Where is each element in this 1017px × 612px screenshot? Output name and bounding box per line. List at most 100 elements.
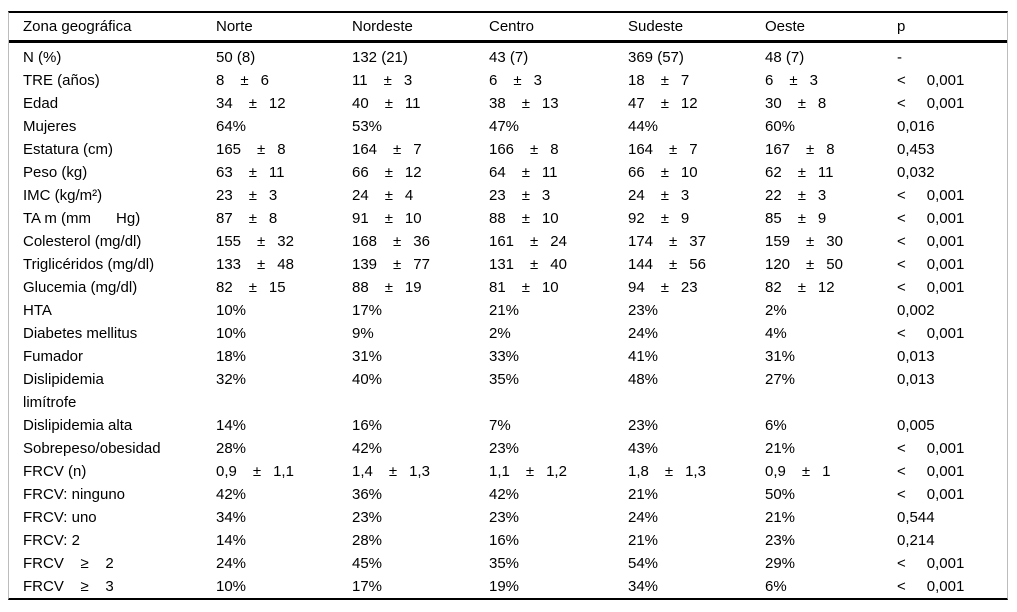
row-label: N (%) (23, 49, 62, 66)
table-row: Peso (kg) 63 ±11 66 ±12 64 ±11 66 ±10 62 ±11 0,032 (9, 161, 1007, 184)
plus-minus-symbol: ± (384, 187, 393, 204)
mean-value: 34 (216, 95, 233, 112)
table-row: Edad 34 ±12 40 ±11 38 ±13 47 ±12 30 ±8 <0,001 (9, 92, 1007, 115)
row-label: Estatura (cm) (23, 141, 114, 158)
sd-value: 15 (268, 279, 286, 296)
p-value-cell: <0,001 (897, 69, 1007, 92)
data-cell: 6 ±3 (489, 69, 628, 92)
sd-value: 23 (680, 279, 698, 296)
data-cell: 24% (628, 325, 659, 342)
p-value-cell: <0,001 (897, 92, 1007, 115)
data-cell: 91 ±10 (352, 207, 489, 230)
plus-minus-symbol: ± (513, 72, 522, 89)
data-cell: 31% (352, 348, 383, 365)
mean-value: 168 (352, 233, 378, 250)
mean-value: 120 (765, 256, 791, 273)
data-cell: 14% (216, 532, 247, 549)
data-cell: 29% (765, 555, 796, 572)
data-cell: 369 (57) (628, 49, 684, 66)
p-value-cell: 0,214 (897, 532, 935, 549)
mean-value: 144 (628, 256, 654, 273)
p-value-cell: <0,001 (897, 230, 1007, 253)
data-cell: 41% (628, 348, 659, 365)
sd-value: 12 (680, 95, 698, 112)
column-header-sudeste: Sudeste (628, 18, 684, 35)
data-cell: 131 ±40 (489, 253, 628, 276)
p-value-cell: <0,001 (897, 575, 1007, 598)
plus-minus-symbol: ± (384, 279, 393, 296)
less-than-symbol: < (897, 578, 906, 595)
plus-minus-symbol: ± (257, 233, 266, 250)
sd-value: 10 (404, 210, 422, 227)
data-cell: 28% (216, 440, 247, 457)
plus-minus-symbol: ± (393, 141, 402, 158)
mean-value: 164 (628, 141, 654, 158)
data-cell: 16% (489, 532, 520, 549)
mean-value: 91 (352, 210, 369, 227)
sd-value: 8 (550, 141, 559, 158)
table-row: FRCV ≥ 2 24% 45% 35% 54% 29% <0,001 (9, 552, 1007, 575)
plus-minus-symbol: ± (801, 463, 811, 480)
column-header-p: p (897, 18, 906, 35)
row-label: Dislipidemia limítrofe (23, 371, 104, 411)
table-row: Estatura (cm) 165 ±8 164 ±7 166 ±8 164 ±7 167 ±8 0,… (9, 138, 1007, 161)
data-cell: 23% (628, 417, 659, 434)
p-value-cell: - (897, 49, 902, 66)
plus-minus-symbol: ± (393, 233, 402, 250)
plus-minus-symbol: ± (384, 95, 393, 112)
mean-value: 139 (352, 256, 378, 273)
data-cell: 35% (489, 555, 520, 572)
mean-value: 133 (216, 256, 242, 273)
data-cell: 23% (489, 509, 520, 526)
plus-minus-symbol: ± (797, 164, 806, 181)
p-value: 0,001 (926, 233, 965, 250)
plus-minus-symbol: ± (669, 233, 678, 250)
plus-minus-symbol: ± (660, 72, 669, 89)
sd-value: 1,3 (409, 463, 430, 480)
column-header-nordeste: Nordeste (352, 18, 413, 35)
plus-minus-symbol: ± (252, 463, 262, 480)
mean-value: 81 (489, 279, 506, 296)
data-cell: 81 ±10 (489, 276, 628, 299)
data-cell: 43 (7) (489, 49, 529, 66)
p-value: 0,001 (926, 279, 965, 296)
data-cell: 133 ±48 (216, 253, 352, 276)
p-value: 0,001 (926, 95, 965, 112)
mean-value: 38 (489, 95, 506, 112)
data-cell: 21% (765, 509, 796, 526)
data-cell: 33% (489, 348, 520, 365)
table-row: Dislipidemia alta 14% 16% 7% 23% 6% 0,005 (9, 414, 1007, 437)
mean-value: 8 (216, 72, 225, 89)
sd-value: 56 (689, 256, 706, 273)
data-cell: 4% (765, 325, 787, 342)
plus-minus-symbol: ± (789, 72, 798, 89)
data-cell: 165 ±8 (216, 138, 352, 161)
table-row: HTA 10% 17% 21% 23% 2% 0,002 (9, 299, 1007, 322)
data-cell: 2% (765, 302, 787, 319)
less-than-symbol: < (897, 463, 906, 480)
plus-minus-symbol: ± (806, 233, 815, 250)
mean-value: 23 (489, 187, 506, 204)
sd-value: 8 (268, 210, 278, 227)
sd-value: 4 (404, 187, 414, 204)
sd-value: 9 (817, 210, 827, 227)
sd-value: 6 (260, 72, 269, 89)
mean-value: 165 (216, 141, 242, 158)
plus-minus-symbol: ± (525, 463, 535, 480)
p-value-cell: 0,005 (897, 417, 935, 434)
sd-value: 10 (541, 279, 559, 296)
data-cell: 18% (216, 348, 247, 365)
data-cell: 155 ±32 (216, 230, 352, 253)
p-value-cell: <0,001 (897, 460, 1007, 483)
data-cell: 82 ±12 (765, 276, 897, 299)
mean-value: 174 (628, 233, 654, 250)
data-cell: 168 ±36 (352, 230, 489, 253)
p-value-cell: <0,001 (897, 437, 1007, 460)
data-cell: 50 (8) (216, 49, 256, 66)
data-cell: 21% (628, 532, 659, 549)
data-cell: 60% (765, 118, 796, 135)
data-cell: 24% (628, 509, 659, 526)
column-header-norte: Norte (216, 18, 253, 35)
table-row: Dislipidemia limítrofe 32% 40% 35% 48% 27% 0,0… (9, 368, 1007, 414)
sd-value: 12 (404, 164, 422, 181)
